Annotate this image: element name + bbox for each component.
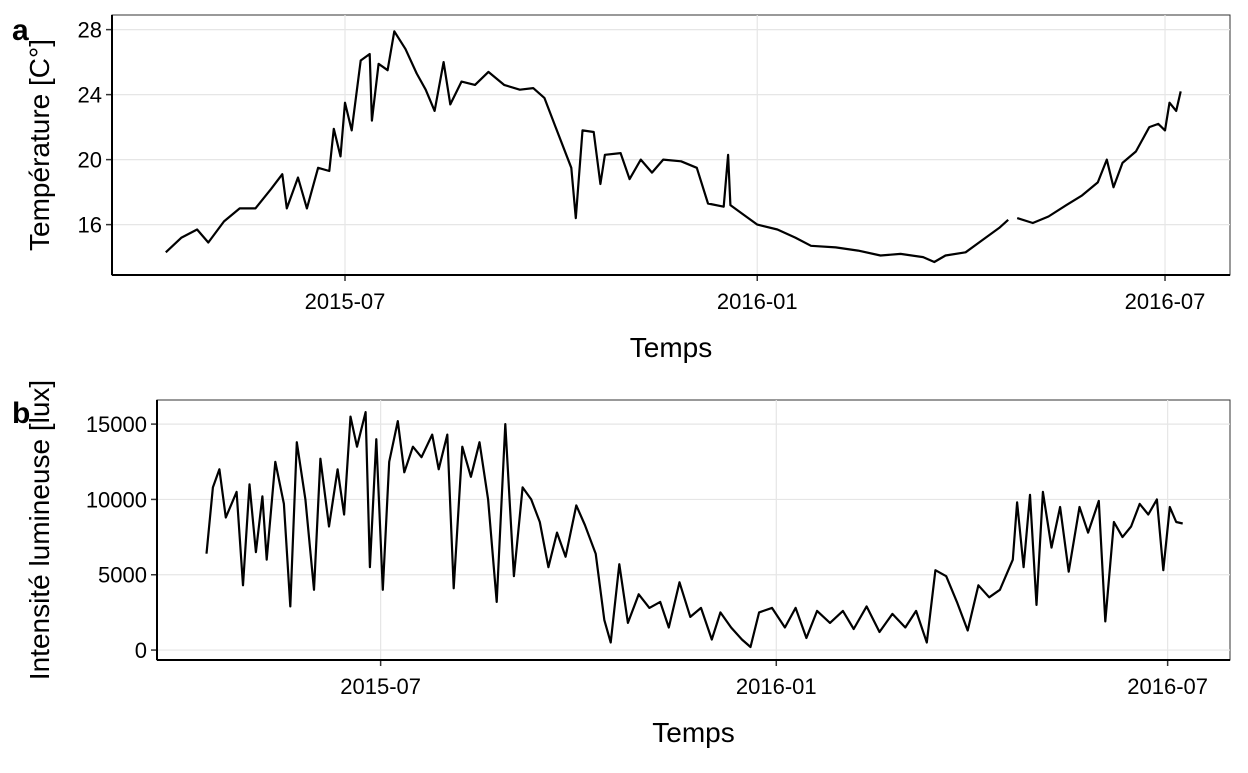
x-axis-title: Temps <box>630 332 712 363</box>
y-tick-label: 10000 <box>86 487 147 512</box>
x-tick-label: 2015-07 <box>305 289 386 314</box>
x-tick-label: 2016-01 <box>736 674 817 699</box>
y-axis-title: Température [C°] <box>24 39 55 251</box>
plot-panel <box>111 14 1231 276</box>
y-tick-label: 20 <box>78 148 102 173</box>
data-line <box>205 411 1183 649</box>
data-line <box>165 30 1182 264</box>
y-tick-label: 15000 <box>86 412 147 437</box>
panel-label: a <box>12 14 29 47</box>
plot-panel <box>156 399 1231 661</box>
y-tick-label: 0 <box>135 638 147 663</box>
x-tick-label: 2016-01 <box>717 289 798 314</box>
y-tick-label: 24 <box>78 83 102 108</box>
x-axis-title: Temps <box>652 717 734 748</box>
y-tick-label: 28 <box>78 18 102 43</box>
y-tick-label: 16 <box>78 213 102 238</box>
x-tick-label: 2015-07 <box>340 674 421 699</box>
y-tick-label: 5000 <box>98 563 147 588</box>
y-axis-title: Intensité lumineuse [lux] <box>24 380 55 680</box>
x-tick-label: 2016-07 <box>1125 289 1206 314</box>
panel-label: b <box>12 397 30 430</box>
x-tick-label: 2016-07 <box>1127 674 1208 699</box>
